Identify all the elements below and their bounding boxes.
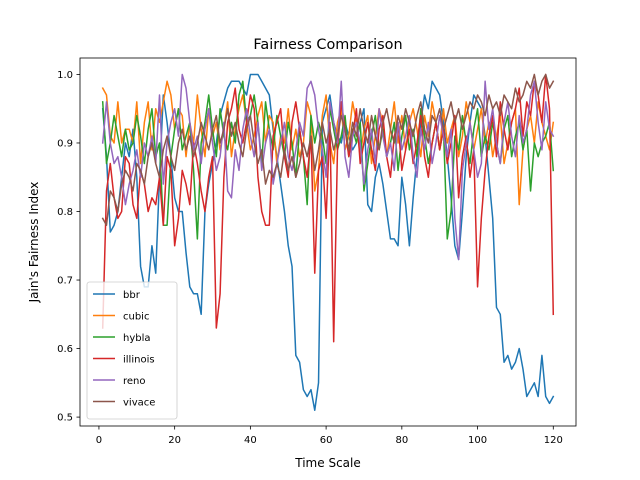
y-axis: 0.5 0.6 0.7 0.8 0.9 1.0	[57, 70, 80, 424]
y-tick-label: 0.7	[57, 276, 73, 287]
chart-title: Fairness Comparison	[253, 37, 402, 53]
x-tick-label: 40	[244, 435, 257, 446]
x-tick-label: 120	[544, 435, 563, 446]
legend-label-vivace: vivace	[123, 398, 155, 409]
x-tick-label: 60	[320, 435, 333, 446]
y-tick-label: 0.8	[57, 207, 73, 218]
x-tick-label: 100	[468, 435, 487, 446]
y-tick-label: 0.5	[57, 413, 73, 424]
x-tick-label: 20	[168, 435, 181, 446]
series-line-illinois	[101, 73, 555, 343]
legend-label-cubic: cubic	[123, 312, 149, 323]
x-tick-label: 0	[96, 435, 102, 446]
y-tick-label: 0.6	[57, 344, 73, 355]
y-axis-label: Jain's Fairness Index	[27, 182, 41, 304]
x-axis: 0 20 40 60 80 100 120	[96, 426, 563, 446]
x-tick-label: 80	[395, 435, 408, 446]
legend-label-illinois: illinois	[123, 355, 155, 366]
legend-label-bbr: bbr	[123, 290, 141, 301]
plot-frame	[79, 57, 577, 427]
y-tick-label: 0.9	[57, 139, 73, 150]
series-line-bbr	[101, 73, 555, 411]
plot-lines	[101, 73, 555, 411]
series-line-reno	[101, 73, 555, 261]
x-axis-label: Time Scale	[294, 456, 360, 470]
legend-label-reno: reno	[123, 376, 146, 387]
series-line-vivace	[101, 73, 555, 226]
legend-label-hybla: hybla	[123, 333, 151, 344]
y-tick-label: 1.0	[57, 70, 73, 81]
legend: bbr cubic hybla illinois reno vivace	[86, 281, 178, 420]
